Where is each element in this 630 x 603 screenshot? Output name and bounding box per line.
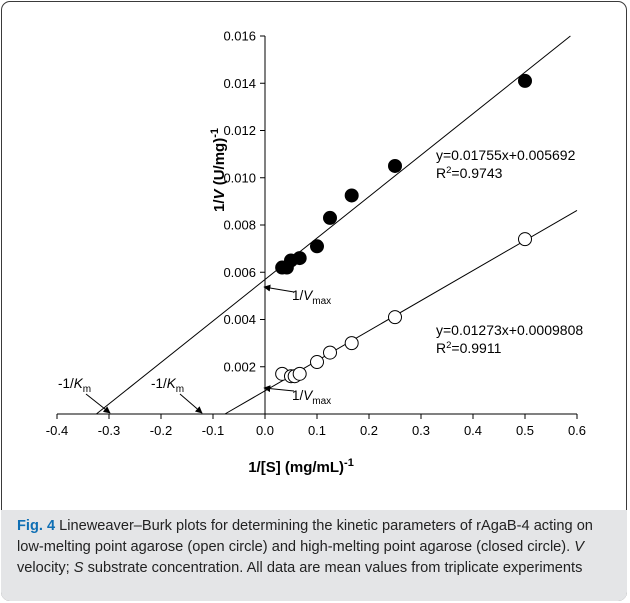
- vmax-open-symbol: V: [303, 388, 314, 403]
- y-tick-label: 0.014: [223, 76, 256, 91]
- closed-circle-point: [310, 239, 324, 254]
- vmax-closed-symbol: V: [303, 288, 314, 303]
- open-circle-point: [388, 310, 402, 325]
- closed-fit-r2-value: =0.9743: [451, 165, 502, 181]
- km-closed-arrow: [85, 393, 111, 414]
- closed-fit-r2: R2=0.9743: [436, 165, 503, 181]
- km-closed-symbol: K: [74, 376, 84, 391]
- lineweaver-burk-chart: -0.4 -0.3 -0.2 -0.1 0.0 0.1 0.2 0.3 0.4 0.5 0.6 0.…: [46, 29, 586, 477]
- x-tick-label: 0.0: [256, 423, 274, 438]
- caption-box: Fig. 4 Lineweaver–Burk plots for determi…: [1, 510, 627, 601]
- vmax-closed-sub: max: [312, 296, 331, 307]
- km-open-label: -1/Km: [151, 376, 184, 395]
- y-axis-title-symbol: V: [211, 187, 228, 199]
- x-tick-label: 0.3: [412, 423, 430, 438]
- caption-s-symbol: S: [73, 560, 84, 576]
- vmax-open-sub: max: [312, 396, 331, 407]
- x-tick-label: 0.4: [464, 423, 482, 438]
- y-axis-title-units: (U/mg): [211, 138, 228, 190]
- km-open-arrow: [179, 393, 203, 414]
- km-closed-label: -1/Km: [58, 376, 91, 395]
- x-tick-label: 0.1: [308, 423, 326, 438]
- km-open-sub: m: [176, 384, 184, 395]
- closed-fit-equation: y=0.01755x+0.005692: [436, 147, 576, 163]
- open-circle-point: [344, 336, 359, 351]
- caption-v-symbol: V: [574, 539, 585, 555]
- open-fit-r2: R2=0.9911: [436, 340, 502, 356]
- km-open-symbol: K: [167, 376, 177, 391]
- vmax-closed-prefix: 1/: [292, 288, 304, 303]
- x-tick-label: 0.6: [568, 423, 586, 438]
- y-tick-label: 0.002: [223, 359, 256, 374]
- open-circle-point: [323, 345, 337, 360]
- y-tick-label: 0.016: [223, 29, 256, 44]
- x-axis-title: 1/[S] (mg/mL)-1: [248, 457, 354, 476]
- x-axis-title-main: 1/[S] (mg/mL): [248, 459, 344, 476]
- closed-circle-point: [292, 251, 307, 266]
- y-ticks: 0.002 0.004 0.006 0.008 0.010 0.012 0.014 0.016: [223, 29, 265, 374]
- x-ticks: -0.4 -0.3 -0.2 -0.1 0.0 0.1 0.2 0.3 0.4 0.5 0.6: [46, 414, 586, 438]
- km-closed-sub: m: [83, 384, 91, 395]
- closed-circle-point: [344, 188, 359, 203]
- y-tick-label: 0.010: [223, 170, 256, 185]
- caption-text-2: velocity;: [17, 560, 74, 576]
- vmax-open-prefix: 1/: [292, 388, 304, 403]
- km-closed-prefix: -1/: [58, 376, 74, 391]
- vmax-open-arrow: [263, 385, 295, 393]
- fit-lines: [96, 35, 578, 415]
- open-fit-r2-label: R: [436, 340, 446, 356]
- data-points: [275, 73, 532, 384]
- y-axis-title-prefix: 1/: [211, 199, 228, 212]
- x-tick-label: 0.2: [360, 423, 378, 438]
- open-circle-point: [518, 232, 532, 247]
- x-axis-title-exponent: -1: [344, 457, 354, 469]
- y-tick-label: 0.004: [223, 312, 256, 327]
- closed-fit-r2-sup: 2: [446, 165, 451, 176]
- closed-circle-point: [518, 73, 532, 88]
- y-axis-title: 1/V (U/mg)-1: [209, 128, 228, 212]
- open-fit-r2-value: =0.9911: [451, 340, 501, 356]
- vmax-closed-label: 1/Vmax: [292, 288, 331, 307]
- figure-label: Fig. 4: [17, 518, 56, 534]
- y-tick-label: 0.006: [223, 265, 256, 280]
- x-tick-label: -0.2: [150, 423, 172, 438]
- closed-fit-r2-label: R: [436, 165, 446, 181]
- open-fit-equation: y=0.01273x+0.0009808: [436, 322, 583, 338]
- closed-circle-point: [388, 158, 402, 173]
- closed-circle-point: [323, 210, 337, 225]
- x-tick-label: -0.1: [202, 423, 224, 438]
- y-axis-title-exponent: -1: [209, 128, 221, 138]
- open-fit-r2-sup: 2: [446, 340, 451, 351]
- figure-caption: Fig. 4 Lineweaver–Burk plots for determi…: [17, 516, 617, 579]
- caption-text-3: substrate concentration. All data are me…: [83, 560, 583, 576]
- y-tick-label: 0.012: [223, 123, 256, 138]
- vmax-open-label: 1/Vmax: [292, 388, 331, 407]
- x-tick-label: -0.3: [98, 423, 120, 438]
- km-open-prefix: -1/: [151, 376, 167, 391]
- open-circle-point: [292, 366, 307, 381]
- vmax-closed-arrow: [263, 284, 295, 293]
- caption-text-1: Lineweaver–Burk plots for determining th…: [17, 518, 593, 555]
- open-circle-point: [310, 355, 324, 370]
- x-tick-label: 0.5: [516, 423, 534, 438]
- closed-fit-line: [96, 35, 571, 415]
- x-tick-label: -0.4: [46, 423, 68, 438]
- y-tick-label: 0.008: [223, 218, 256, 233]
